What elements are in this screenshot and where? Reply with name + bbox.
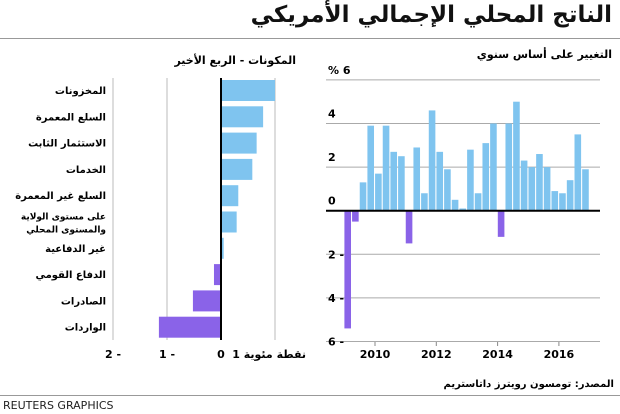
bar: [536, 154, 543, 211]
bar: [467, 149, 474, 211]
bar: [459, 208, 467, 211]
bar: [582, 169, 589, 211]
bar: [505, 123, 513, 211]
bar: [559, 193, 566, 211]
y-tick-label: 4 -: [328, 292, 344, 305]
bar: [520, 160, 528, 211]
category-label: الاستثمار الثابت: [28, 139, 106, 150]
y-tick-label: 2: [328, 151, 336, 164]
x-tick-label: 0: [217, 348, 225, 361]
category-label: الصادرات: [61, 296, 106, 307]
bar: [528, 167, 536, 211]
bar: [158, 316, 221, 338]
bar: [474, 193, 482, 211]
category-label: السلع المعمرة: [36, 112, 106, 123]
divider: [0, 38, 620, 39]
bar: [382, 125, 390, 211]
bar: [543, 167, 551, 211]
bar: [359, 182, 367, 211]
bar: [513, 101, 520, 211]
x-tick-label: 1 -: [159, 348, 175, 361]
bar: [398, 156, 405, 211]
x-tick-label: 2012: [421, 348, 452, 361]
category-label: الدفاع القومي: [35, 270, 106, 281]
category-label: الواردات: [65, 323, 106, 334]
y-tick-label: 4: [328, 108, 336, 121]
bar: [451, 199, 459, 211]
chart-title: الناتج المحلي الإجمالي الأمريكي: [250, 2, 612, 28]
category-label: السلع غير المعمرة: [15, 191, 106, 202]
bar: [566, 180, 574, 211]
category-label: المخزونات: [55, 86, 106, 97]
bar: [428, 110, 436, 211]
bar: [221, 185, 239, 207]
x-tick-label: 2014: [482, 348, 513, 361]
bar: [221, 158, 253, 180]
bar: [221, 132, 257, 154]
left-chart-title: المكونات - الربع الأخير: [173, 53, 296, 67]
brand-logo-text: REUTERS GRAPHICS: [3, 399, 114, 412]
bar: [413, 147, 421, 211]
bar: [574, 134, 582, 211]
bar: [405, 210, 413, 244]
bar: [352, 210, 359, 222]
category-label-line: على مستوى الولاية: [21, 213, 106, 223]
right-chart-title: التغيير على أساس سنوي: [477, 47, 612, 61]
x-tick-label: 2016: [544, 348, 575, 361]
bar: [221, 211, 237, 233]
category-label: الخدمات: [66, 165, 106, 176]
bar: [192, 290, 221, 312]
bar: [482, 143, 490, 211]
source-note: المصدر: تومسون رويترز داتاستريم: [443, 379, 614, 390]
y-tick-label: % 6: [328, 64, 351, 77]
divider: [0, 395, 620, 396]
bar: [444, 169, 451, 211]
y-tick-label: 0: [328, 195, 336, 208]
bar: [436, 151, 444, 211]
category-label: غير الدفاعية: [45, 244, 106, 255]
bar: [421, 193, 428, 211]
bar: [490, 123, 497, 211]
bar: [344, 210, 351, 329]
bar: [375, 173, 382, 211]
x-tick-label: 2010: [360, 348, 391, 361]
bar: [551, 191, 559, 211]
y-tick-label: 6 -: [328, 336, 344, 349]
bar: [221, 80, 275, 101]
bar: [497, 210, 505, 237]
bar: [221, 237, 224, 259]
category-label-line: والمستوى المحلي: [26, 226, 106, 236]
bar: [221, 106, 264, 128]
x-tick-label: 1 نقطة مئوية: [232, 348, 306, 361]
bar: [213, 264, 221, 286]
x-tick-label: 2 -: [105, 348, 121, 361]
y-tick-label: 2 -: [328, 248, 344, 261]
bar: [367, 125, 375, 211]
bar: [390, 151, 398, 211]
